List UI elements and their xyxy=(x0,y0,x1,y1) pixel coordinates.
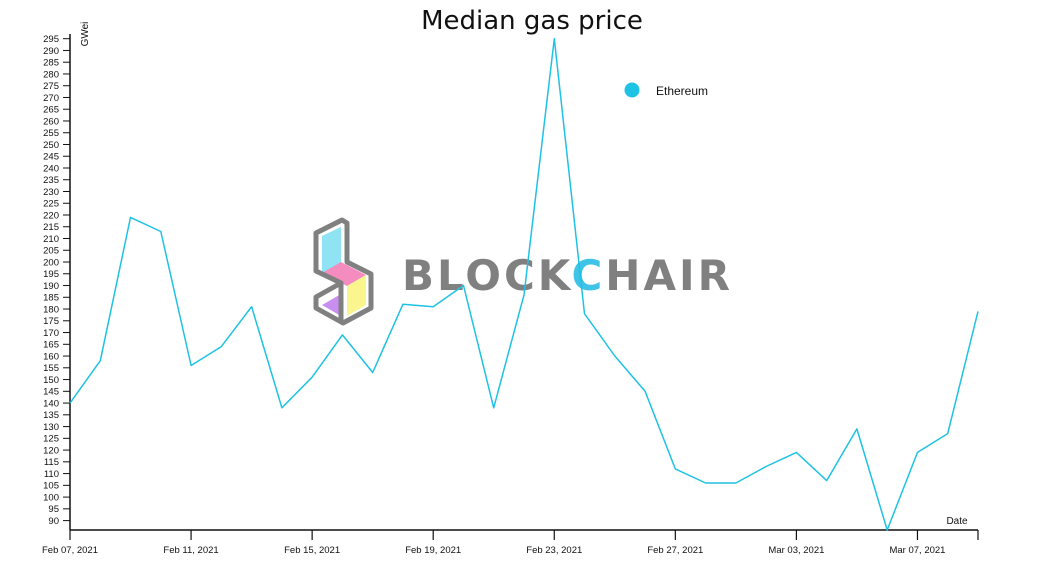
logo-frame xyxy=(313,217,374,326)
y-axis-label: GWei xyxy=(80,22,91,47)
y-tick-label: 105 xyxy=(43,481,59,492)
x-tick-label: Feb 27, 2021 xyxy=(647,545,703,556)
data-point-ethereum xyxy=(190,364,192,366)
y-tick-label: 135 xyxy=(43,410,59,421)
data-point-ethereum xyxy=(160,230,162,232)
data-point-ethereum xyxy=(916,451,918,453)
x-tick-label: Feb 15, 2021 xyxy=(284,545,340,556)
data-point-ethereum xyxy=(462,285,464,287)
data-point-ethereum xyxy=(977,310,979,312)
x-tick-label: Feb 23, 2021 xyxy=(526,545,582,556)
y-tick-label: 290 xyxy=(43,46,59,57)
data-point-ethereum xyxy=(584,313,586,315)
y-tick-label: 275 xyxy=(43,81,59,92)
data-point-ethereum xyxy=(99,360,101,362)
y-tick-label: 195 xyxy=(43,269,59,280)
y-tick-label: 295 xyxy=(43,34,59,45)
data-point-ethereum xyxy=(493,407,495,409)
y-tick-label: 100 xyxy=(43,492,59,503)
data-point-ethereum xyxy=(674,468,676,470)
y-tick-label: 120 xyxy=(43,445,59,456)
chart-title: Median gas price xyxy=(421,6,643,36)
y-tick-label: 280 xyxy=(43,69,59,80)
data-point-ethereum xyxy=(795,451,797,453)
y-tick-label: 165 xyxy=(43,340,59,351)
y-tick-label: 230 xyxy=(43,187,59,198)
data-point-ethereum xyxy=(553,38,555,40)
logo-purple-facet xyxy=(322,294,341,316)
data-point-ethereum xyxy=(705,482,707,484)
x-tick-label: Feb 11, 2021 xyxy=(163,545,218,556)
data-point-ethereum xyxy=(220,346,222,348)
y-tick-label: 180 xyxy=(43,304,59,315)
blockchair-watermark: BLOCKCHAIR xyxy=(313,217,733,326)
y-tick-label: 260 xyxy=(43,116,59,127)
logo-pink-facet xyxy=(322,262,366,286)
y-tick-label: 145 xyxy=(43,387,59,398)
watermark-text: BLOCKCHAIR xyxy=(402,251,733,300)
y-tick-label: 225 xyxy=(43,199,59,210)
data-point-ethereum xyxy=(402,303,404,305)
y-tick-label: 125 xyxy=(43,434,59,445)
data-point-ethereum xyxy=(523,294,525,296)
data-point-ethereum xyxy=(281,407,283,409)
data-point-ethereum xyxy=(372,372,374,374)
x-tick-label: Mar 07, 2021 xyxy=(889,545,945,556)
data-point-ethereum xyxy=(856,428,858,430)
y-tick-label: 175 xyxy=(43,316,59,327)
data-point-ethereum xyxy=(644,390,646,392)
y-tick-label: 140 xyxy=(43,398,59,409)
y-tick-label: 235 xyxy=(43,175,59,186)
y-tick-label: 190 xyxy=(43,281,59,292)
y-tick-label: 250 xyxy=(43,140,59,151)
data-point-ethereum xyxy=(614,355,616,357)
data-point-ethereum xyxy=(130,216,132,218)
legend-marker-ethereum xyxy=(624,82,640,98)
data-point-ethereum xyxy=(947,433,949,435)
y-tick-label: 265 xyxy=(43,105,59,116)
y-tick-label: 150 xyxy=(43,375,59,386)
y-tick-label: 115 xyxy=(44,457,59,468)
y-tick-label: 220 xyxy=(43,210,59,221)
series-line-ethereum xyxy=(69,37,979,531)
y-tick-label: 210 xyxy=(43,234,59,245)
y-tick-label: 200 xyxy=(43,257,59,268)
y-tick-label: 255 xyxy=(43,128,59,139)
x-axis-label: Date xyxy=(946,516,968,527)
logo-yellow-facet xyxy=(347,275,366,316)
data-point-ethereum xyxy=(826,480,828,482)
legend-label-ethereum: Ethereum xyxy=(656,84,708,98)
y-tick-label: 270 xyxy=(43,93,59,104)
data-point-ethereum xyxy=(735,482,737,484)
x-tick-label: Feb 07, 2021 xyxy=(42,545,98,556)
data-point-ethereum xyxy=(886,529,888,531)
y-tick-label: 130 xyxy=(43,422,59,433)
y-tick-label: 170 xyxy=(43,328,59,339)
y-tick-label: 205 xyxy=(43,246,59,257)
x-axis: Feb 07, 2021 Feb 11, 2021 Feb 15, 2021 Feb … xyxy=(42,529,979,556)
y-tick-label: 285 xyxy=(43,58,59,69)
blockchair-logo-icon xyxy=(313,217,374,326)
y-tick-label: 160 xyxy=(43,351,59,362)
data-point-ethereum xyxy=(341,334,343,336)
y-tick-label: 90 xyxy=(48,516,59,527)
data-point-ethereum xyxy=(251,306,253,308)
y-tick-label: 95 xyxy=(48,504,59,515)
y-tick-label: 185 xyxy=(43,293,59,304)
data-point-ethereum xyxy=(765,466,767,468)
y-tick-label: 155 xyxy=(43,363,59,374)
y-tick-label: 240 xyxy=(43,163,59,174)
data-point-ethereum xyxy=(69,402,71,404)
y-tick-label: 110 xyxy=(44,469,59,480)
x-tick-label: Feb 19, 2021 xyxy=(405,545,461,556)
data-point-ethereum xyxy=(311,376,313,378)
y-tick-label: 245 xyxy=(43,152,59,163)
x-tick-label: Mar 03, 2021 xyxy=(768,545,824,556)
data-point-ethereum xyxy=(432,306,434,308)
logo-cyan-facet xyxy=(322,227,341,273)
y-axis: 9095100105110115120125130135140145150155… xyxy=(43,34,71,530)
y-tick-label: 215 xyxy=(43,222,59,233)
legend: Ethereum xyxy=(624,82,708,98)
